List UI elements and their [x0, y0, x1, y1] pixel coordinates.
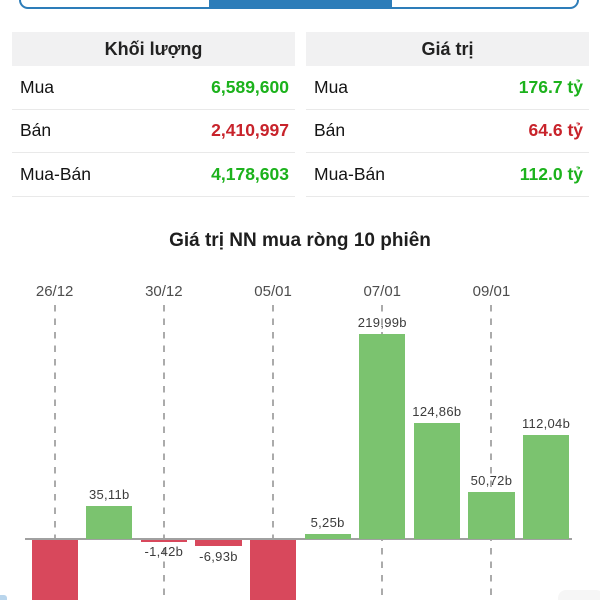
row-label: Mua-Bán [20, 163, 92, 184]
bar-value-label: 5,25b [310, 515, 345, 531]
row-value: 64.6 tỷ [528, 120, 583, 141]
row-label: Bán [20, 120, 52, 141]
x-axis-tick-label: 30/12 [145, 283, 183, 300]
summary-row-volume-0: Mua 6,589,600 [12, 66, 295, 110]
value-table-rows: Mua 176.7 tỷ Bán 64.6 tỷ Mua-Bán 112.0 tỷ [306, 66, 589, 197]
summary-row-value-0: Mua 176.7 tỷ [306, 66, 589, 110]
row-label: Mua [20, 76, 55, 97]
row-value: 176.7 tỷ [518, 76, 583, 97]
volume-table-header: Khối lượng [12, 32, 295, 66]
chart-gridline [53, 305, 56, 600]
bar-session-7 [359, 334, 406, 539]
chart-gridline [272, 305, 275, 600]
bar-session-9 [468, 491, 515, 539]
x-axis-tick-label: 05/01 [254, 283, 292, 300]
bar-session-6 [304, 534, 351, 539]
bar-session-10 [522, 434, 570, 539]
bar-value-label: 219,99b [357, 315, 407, 331]
chart-gridline [490, 305, 493, 600]
x-axis-tick-label: 07/01 [363, 283, 402, 300]
summary-row-volume-1: Bán 2,410,997 [12, 110, 295, 153]
bar-value-label: 124,86b [412, 403, 462, 419]
bar-value-label: 50,72b [470, 472, 513, 488]
chart-gridline [162, 305, 165, 600]
summary-row-value-1: Bán 64.6 tỷ [306, 110, 589, 153]
bar-session-2 [86, 506, 133, 539]
x-axis-tick-label: 26/12 [35, 283, 74, 300]
row-value: 6,589,600 [211, 76, 289, 97]
segmented-control-selected-segment[interactable] [209, 0, 392, 7]
row-label: Mua-Bán [314, 163, 386, 184]
volume-summary-table: Khối lượng Mua 6,589,600 Bán 2,410,997 Mua-B… [12, 32, 295, 197]
bar-value-label: 112,04b [521, 415, 571, 431]
bar-session-1 [31, 540, 78, 600]
row-label: Bán [314, 120, 346, 141]
bar-session-3 [140, 540, 187, 542]
value-table-header: Giá trị [306, 32, 589, 66]
bar-session-5 [249, 540, 297, 600]
bar-session-8 [413, 422, 460, 539]
value-summary-table: Giá trị Mua 176.7 tỷ Bán 64.6 tỷ Mua-Bán 112.… [306, 32, 589, 197]
row-value: 2,410,997 [211, 120, 289, 141]
summary-row-value-2: Mua-Bán 112.0 tỷ [306, 153, 589, 197]
x-axis-tick-label: 09/01 [472, 283, 511, 300]
bar-session-4 [195, 540, 242, 547]
row-label: Mua [314, 76, 349, 97]
bar-value-label: -6,93b [199, 549, 238, 565]
chart-title: Giá trị NN mua ròng 10 phiên [169, 230, 431, 251]
bar-value-label: 35,11b [88, 487, 130, 503]
row-value: 112.0 tỷ [519, 163, 583, 184]
x-axis-line [25, 538, 572, 540]
summary-row-volume-2: Mua-Bán 4,178,603 [12, 153, 295, 197]
partial-element-bottom-left [0, 595, 7, 600]
row-value: 4,178,603 [211, 163, 289, 184]
partial-element-bottom-right [558, 590, 600, 600]
bar-value-label: -1,42b [144, 544, 184, 560]
volume-table-rows: Mua 6,589,600 Bán 2,410,997 Mua-Bán 4,178,603 [12, 66, 295, 197]
